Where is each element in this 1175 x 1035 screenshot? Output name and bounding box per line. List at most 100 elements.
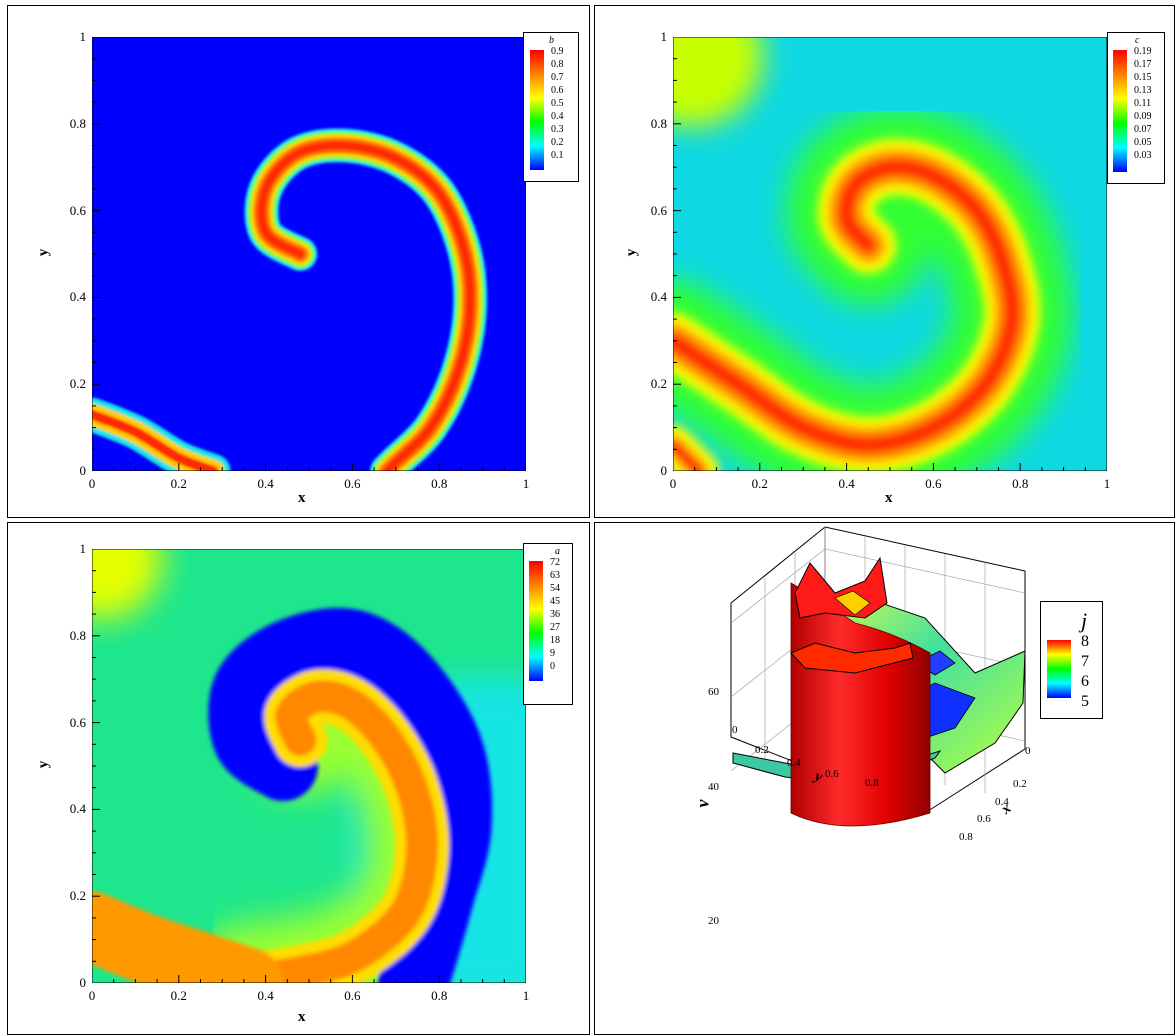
legend-j-title: j: [1081, 608, 1088, 633]
y-tick-b-3: 0.6: [69, 203, 86, 218]
legend-a-level-8: 0: [550, 661, 555, 672]
y-axis-label-b: y: [35, 248, 52, 257]
legend-a-level-2: 54: [550, 583, 560, 594]
x-tick-b-3: 0.6: [344, 476, 361, 491]
surface-red-rim: [790, 642, 914, 674]
x3-tick-4: 0.8: [959, 831, 973, 843]
x-tick-b-5: 1: [522, 476, 530, 491]
y-tick-a-0: 0: [79, 975, 87, 990]
y-tick-b-5: 1: [79, 29, 87, 44]
legend-a-level-0: 72: [550, 557, 560, 568]
surface-3d-svg: [730, 526, 1026, 827]
legend-c-level-8: 0.03: [1134, 150, 1152, 161]
x-tick-b-2: 0.4: [257, 476, 274, 491]
y3-tick-3: 0.6: [825, 768, 839, 780]
legend-b-level-5: 0.4: [551, 111, 564, 122]
spiral-front-b-core: [257, 141, 475, 471]
x-tick-a-2: 0.4: [257, 988, 274, 1003]
y3-tick-2: 0.4: [787, 757, 801, 769]
legend-a-level-6: 18: [550, 635, 560, 646]
surface-red-column: [790, 582, 931, 827]
z-tick-40: 40: [708, 781, 719, 793]
x-tick-c-5: 1: [1103, 476, 1111, 491]
x-tick-a-3: 0.6: [344, 988, 361, 1003]
legend-b-level-8: 0.1: [551, 150, 564, 161]
legend-b-level-0: 0.9: [551, 46, 564, 57]
legend-c-level-4: 0.11: [1134, 98, 1152, 109]
legend-j-level-1: 7: [1081, 653, 1089, 670]
x-axis-label-a: x: [298, 1009, 306, 1025]
x-tick-b-4: 0.8: [431, 476, 448, 491]
tick-marks-b: [92, 37, 526, 471]
legend-b: b 0.9 0.8 0.7 0.6 0.5 0.4 0.3 0.2 0.1: [523, 32, 579, 182]
legend-a-level-3: 45: [550, 596, 560, 607]
y-tick-c-1: 0.2: [650, 376, 667, 391]
spiral-a-orange: [232, 680, 439, 983]
x-axis-label-c: x: [885, 490, 893, 506]
z-axis-label: v: [692, 799, 713, 808]
legend-b-level-4: 0.5: [551, 98, 564, 109]
y-tick-a-3: 0.6: [69, 715, 86, 730]
x3-tick-2: 0.4: [995, 796, 1009, 808]
x3-tick-1: 0.2: [1013, 778, 1027, 790]
legend-c-level-5: 0.09: [1134, 111, 1152, 122]
tick-marks-a: [92, 549, 526, 983]
legend-c-colorbar: [1113, 50, 1127, 172]
x-tick-c-0: 0: [669, 476, 677, 491]
y-tick-a-5: 1: [79, 541, 87, 556]
y-tick-c-2: 0.4: [650, 289, 667, 304]
legend-c: c 0.19 0.17 0.15 0.13 0.11 0.09 0.07 0.0…: [1107, 32, 1165, 184]
x-tick-c-3: 0.6: [925, 476, 942, 491]
y3-tick-0: 0: [732, 724, 738, 736]
y-axis-label-c: y: [623, 248, 640, 257]
y-tick-b-1: 0.2: [69, 376, 86, 391]
x-tick-a-0: 0: [88, 988, 96, 1003]
heatmap-b: [92, 37, 526, 471]
heatmap-a: [92, 549, 526, 983]
x-tick-a-4: 0.8: [431, 988, 448, 1003]
panel-a: 0 0.2 0.4 0.6 0.8 1 0 0.2 0.4 0.6 0.8 1 …: [7, 522, 590, 1035]
legend-j-level-3: 5: [1081, 693, 1089, 710]
z-tick-60: 60: [708, 686, 719, 698]
x-axis-label-b: x: [298, 490, 306, 506]
legend-b-level-1: 0.8: [551, 59, 564, 70]
legend-j-colorbar: [1047, 640, 1071, 698]
x-tick-c-2: 0.4: [838, 476, 855, 491]
x-tick-b-0: 0: [88, 476, 96, 491]
z-tick-20: 20: [708, 915, 719, 927]
legend-a-colorbar: [529, 561, 543, 681]
heatmap-c-svg: [673, 37, 1107, 471]
x3-tick-0: 0: [1025, 745, 1031, 757]
y-tick-a-1: 0.2: [69, 888, 86, 903]
corner-glow-a: [92, 549, 162, 619]
y3-tick-1: 0.2: [755, 744, 769, 756]
legend-b-title: b: [549, 35, 554, 46]
legend-j-level-2: 6: [1081, 673, 1089, 690]
corner-band-c-red: [673, 436, 708, 471]
y-tick-c-0: 0: [660, 463, 668, 478]
legend-a-level-4: 36: [550, 609, 560, 620]
legend-b-level-7: 0.2: [551, 137, 564, 148]
corner-front-b-core: [92, 409, 219, 471]
tick-marks-c: [673, 37, 1107, 471]
surface-red-crest: [794, 556, 888, 619]
y-tick-b-2: 0.4: [69, 289, 86, 304]
x3-tick-3: 0.6: [977, 813, 991, 825]
legend-a-level-1: 63: [550, 570, 560, 581]
legend-c-level-3: 0.13: [1134, 85, 1152, 96]
x-tick-a-5: 1: [522, 988, 530, 1003]
y-tick-a-4: 0.8: [69, 628, 86, 643]
legend-a-title: a: [555, 546, 560, 557]
legend-j-level-0: 8: [1081, 633, 1089, 650]
legend-c-level-0: 0.19: [1134, 46, 1152, 57]
x-tick-a-1: 0.2: [170, 988, 187, 1003]
legend-b-level-3: 0.6: [551, 85, 564, 96]
panel-surface: j 8 7 6 5 60 40 20 v 0 0.2 0.4 0.6 0.8 x…: [594, 522, 1175, 1035]
y-tick-c-5: 1: [660, 29, 668, 44]
legend-b-level-2: 0.7: [551, 72, 564, 83]
x-tick-b-1: 0.2: [170, 476, 187, 491]
x-tick-c-1: 0.2: [751, 476, 768, 491]
heatmap-b-svg: [92, 37, 526, 471]
spiral-band-c-red: [673, 157, 1022, 455]
legend-c-level-6: 0.07: [1134, 124, 1152, 135]
